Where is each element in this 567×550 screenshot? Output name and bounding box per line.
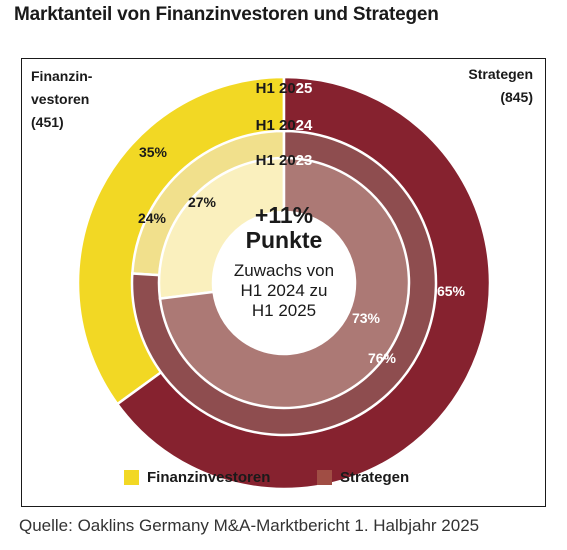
strategics-count: (845) bbox=[500, 89, 533, 105]
legend-item-financial-investors: Finanzinvestoren bbox=[124, 469, 270, 486]
legend-label-strategics: Strategen bbox=[340, 469, 410, 486]
legend-item-strategics: Strategen bbox=[317, 469, 409, 486]
center-text-group: +11% Punkte Zuwachs von H1 2024 zu H1 20… bbox=[234, 202, 334, 320]
center-sub-1: Zuwachs von bbox=[234, 261, 334, 280]
ring-label-h1-2024: H1 2024 bbox=[256, 117, 313, 134]
source-note: Quelle: Oaklins Germany M&A-Marktbericht… bbox=[19, 516, 480, 535]
value-label-h1-2024-finanzinvestoren: 24% bbox=[138, 210, 167, 226]
financial-investors-count: (451) bbox=[31, 114, 64, 130]
ring-label-h1-2023: H1 2023 bbox=[256, 152, 313, 169]
financial-investors-label-line2: vestoren bbox=[31, 91, 90, 107]
financial-investors-label-line1: Finanzin- bbox=[31, 68, 93, 84]
strategics-label-line1: Strategen bbox=[468, 66, 533, 82]
legend: Finanzinvestoren Strategen bbox=[0, 469, 567, 491]
center-headline-1: +11% bbox=[255, 202, 313, 228]
value-label-h1-2025-finanzinvestoren: 35% bbox=[139, 144, 168, 160]
rings-group bbox=[76, 75, 492, 491]
chart-title: Marktanteil von Finanzinvestoren und Str… bbox=[14, 4, 439, 25]
center-sub-2: H1 2024 zu bbox=[241, 281, 328, 300]
ring-h1-2023-slice-strategen bbox=[158, 156, 411, 410]
strategics-corner-label: Strategen (845) bbox=[468, 63, 533, 109]
legend-label-financial-investors: Finanzinvestoren bbox=[147, 469, 271, 486]
value-label-h1-2025-strategen: 65% bbox=[437, 283, 466, 299]
ring-h1-2023-slice-finanzinvestoren bbox=[157, 156, 286, 301]
value-label-h1-2023-finanzinvestoren: 27% bbox=[188, 194, 217, 210]
value-label-h1-2023-strategen: 73% bbox=[352, 310, 381, 326]
value-label-h1-2024-strategen: 76% bbox=[368, 350, 397, 366]
center-headline-2: Punkte bbox=[246, 227, 323, 253]
center-sub-3: H1 2025 bbox=[252, 301, 316, 320]
ring-labels-group: H1 2025 H1 2024 H1 2023 bbox=[256, 80, 313, 169]
legend-swatch-strategics bbox=[317, 470, 332, 485]
legend-swatch-financial-investors bbox=[124, 470, 139, 485]
value-labels-group: 35% 65% 24% 76% 27% 73% bbox=[138, 144, 466, 366]
ring-label-h1-2025: H1 2025 bbox=[256, 80, 313, 97]
financial-investors-corner-label: Finanzin- vestoren (451) bbox=[31, 65, 92, 134]
chart-frame bbox=[21, 58, 546, 507]
